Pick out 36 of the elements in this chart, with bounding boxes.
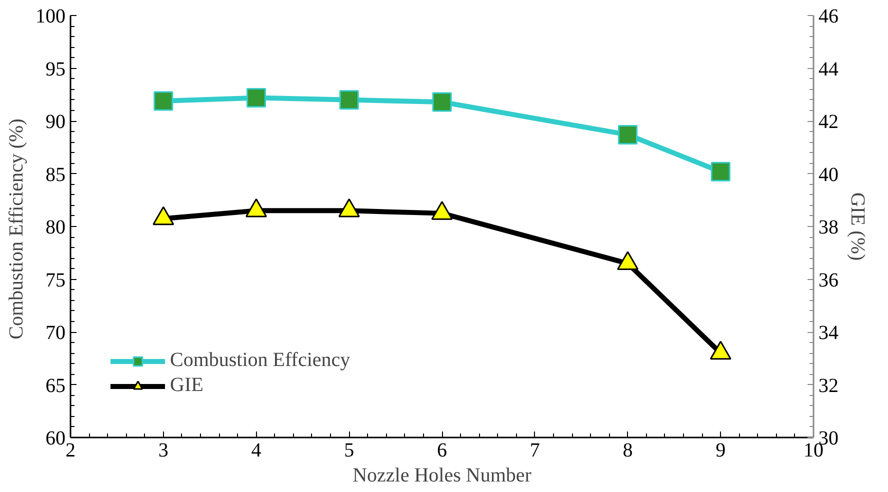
y-tick-label: 95 (46, 58, 66, 80)
y2-tick-label: 36 (818, 269, 838, 292)
x-tick-label: 3 (158, 440, 168, 462)
legend-label: GIE (170, 374, 204, 397)
y-tick-label: 90 (46, 111, 66, 133)
y-tick-label: 60 (46, 428, 66, 450)
point (339, 90, 359, 110)
y-tick-label: 70 (46, 322, 66, 344)
y-tick-label: 65 (46, 374, 66, 397)
y-tick-label: 85 (46, 164, 66, 186)
point (432, 92, 452, 112)
y-tick-label: 100 (36, 6, 66, 28)
x-axis-title: Nozzle Holes Number (352, 464, 532, 486)
x-tick-label: 9 (716, 440, 726, 462)
y-tick-label: 75 (46, 269, 66, 292)
point (246, 88, 266, 108)
point (154, 91, 174, 111)
y-tick-label: 80 (46, 216, 66, 238)
y2-tick-label: 34 (818, 322, 838, 344)
x-tick-label: 4 (251, 440, 262, 462)
x-tick-label: 7 (530, 440, 540, 462)
y2-tick-label: 42 (818, 111, 838, 133)
point (710, 162, 730, 182)
y2-axis-title: GIE (%) (846, 192, 868, 261)
y2-tick-label: 46 (818, 6, 838, 28)
legend-label: Combustion Effciency (170, 349, 350, 372)
x-tick-label: 5 (344, 440, 354, 462)
y2-tick-label: 32 (818, 374, 838, 397)
point (618, 124, 638, 144)
x-tick-label: 2 (66, 440, 76, 462)
y2-tick-label: 38 (818, 216, 838, 238)
x-tick-label: 6 (437, 440, 447, 462)
y2-tick-label: 40 (818, 164, 838, 186)
x-tick-label: 8 (622, 440, 633, 462)
y-axis-title: Combustion Efficiency (%) (6, 118, 28, 340)
y2-tick-label: 44 (818, 58, 838, 80)
